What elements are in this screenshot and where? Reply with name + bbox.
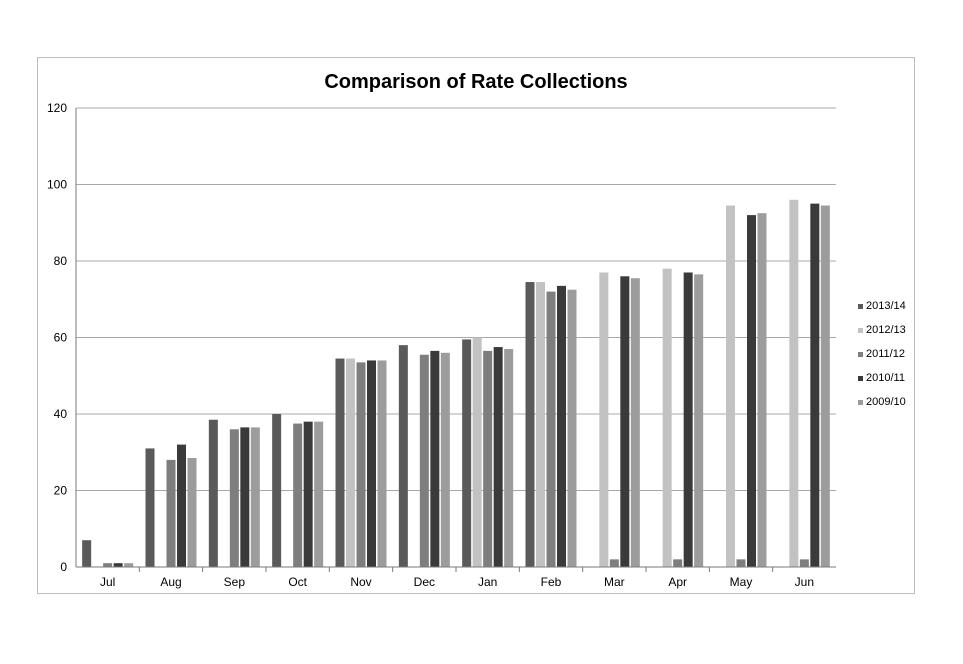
- bar: [536, 282, 545, 567]
- bar: [293, 423, 303, 567]
- chart-title: Comparison of Rate Collections: [324, 71, 627, 93]
- bar: [82, 540, 92, 567]
- bar: [609, 559, 619, 567]
- bar: [229, 429, 239, 567]
- bar: [145, 448, 155, 567]
- chart-frame: Comparison of Rate Collections 0 20 40 60 80…: [37, 57, 915, 594]
- bar: [113, 563, 123, 567]
- bar: [567, 289, 577, 567]
- bar: [546, 291, 556, 567]
- bar: [820, 205, 830, 567]
- bar: [525, 282, 535, 567]
- bar: [504, 348, 514, 567]
- bar: [187, 457, 197, 567]
- bar: [346, 358, 355, 567]
- y-tick-label: 40: [54, 407, 68, 421]
- bar: [472, 337, 482, 567]
- x-tick-label: Feb: [541, 575, 562, 589]
- bar: [630, 278, 640, 567]
- bar: [166, 459, 176, 567]
- y-tick-label: 80: [54, 254, 68, 268]
- bar: [398, 345, 408, 567]
- y-tick-label: 0: [60, 560, 67, 574]
- x-tick-label: Dec: [414, 575, 435, 589]
- bar: [799, 559, 809, 567]
- legend-swatch: [858, 304, 863, 309]
- x-tick-label: Mar: [604, 575, 625, 589]
- bar: [736, 559, 746, 567]
- bar: [726, 205, 735, 567]
- bar: [430, 350, 440, 567]
- bar: [747, 215, 756, 567]
- bar: [694, 274, 704, 567]
- x-tick-label: Nov: [350, 575, 371, 589]
- legend-swatch: [858, 400, 863, 405]
- x-tick-label: Jul: [100, 575, 115, 589]
- bar: [335, 358, 345, 567]
- x-tick-label: Aug: [160, 575, 181, 589]
- x-tick-label: Jun: [795, 575, 814, 589]
- bar: [377, 360, 387, 567]
- bar: [124, 563, 134, 567]
- bar: [272, 414, 282, 567]
- bar: [440, 352, 450, 567]
- axes: 0 20 40 60 80 100 120 Jul Aug Sep Oct Nov Dec Jan Feb M…: [47, 101, 836, 589]
- bar: [250, 427, 260, 567]
- bar: [208, 419, 218, 567]
- bar: [620, 276, 630, 567]
- x-tick-label: Oct: [288, 575, 307, 589]
- x-tick-label: Apr: [668, 575, 687, 589]
- legend-swatch: [858, 328, 863, 333]
- bar: [483, 350, 493, 567]
- bar: [367, 360, 376, 567]
- bars: [82, 199, 830, 568]
- y-tick-label: 100: [47, 178, 67, 192]
- legend-swatch: [858, 352, 863, 357]
- bar: [314, 421, 324, 567]
- bar: [177, 444, 186, 567]
- bar: [810, 203, 820, 567]
- bar: [103, 563, 113, 567]
- x-tick-label: Sep: [224, 575, 246, 589]
- legend-swatch: [858, 376, 863, 381]
- bar: [683, 272, 693, 567]
- legend-label: 2011/12: [866, 348, 905, 360]
- legend: 2013/14 2012/13 2011/12 2010/11 2009/10: [858, 300, 906, 408]
- x-tick-label: Jan: [478, 575, 497, 589]
- bar: [419, 354, 429, 567]
- bar: [493, 347, 503, 567]
- bar: [303, 421, 313, 567]
- gridlines: [76, 107, 836, 491]
- legend-label: 2010/11: [866, 372, 905, 384]
- y-tick-label: 120: [47, 101, 67, 115]
- bar: [599, 272, 609, 567]
- y-tick-label: 60: [54, 331, 68, 345]
- legend-label: 2009/10: [866, 396, 906, 408]
- bar: [673, 559, 683, 567]
- x-tick-label: May: [730, 575, 753, 589]
- bar: [462, 339, 472, 567]
- bar: [557, 285, 566, 567]
- legend-label: 2013/14: [866, 300, 906, 312]
- bar: [662, 268, 672, 567]
- bar: [789, 199, 799, 568]
- legend-label: 2012/13: [866, 324, 906, 336]
- bar: [240, 427, 250, 567]
- bar: [757, 213, 767, 567]
- bar: [356, 362, 366, 567]
- y-tick-label: 20: [54, 484, 68, 498]
- rate-collections-chart: Comparison of Rate Collections 0 20 40 60 80…: [47, 71, 906, 589]
